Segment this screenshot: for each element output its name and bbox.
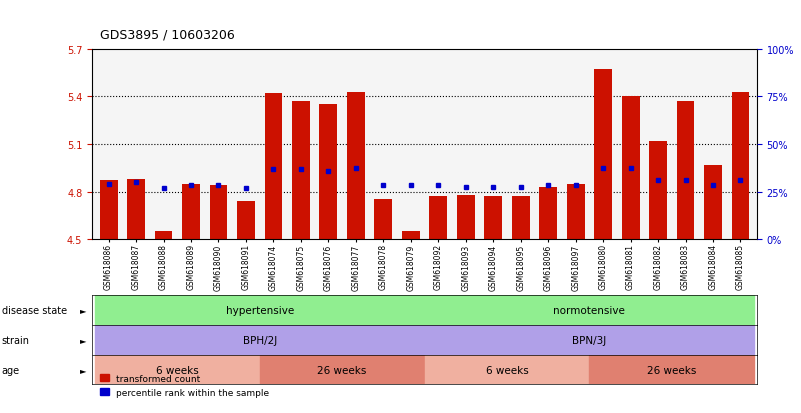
Text: ►: ►: [80, 335, 87, 344]
Bar: [566, 184, 585, 240]
Bar: [539, 188, 557, 240]
Text: 26 weeks: 26 weeks: [647, 365, 696, 375]
Bar: [182, 184, 200, 240]
Text: strain: strain: [2, 335, 30, 345]
Bar: [457, 195, 475, 240]
Bar: [320, 105, 337, 240]
Bar: [425, 355, 590, 385]
Text: GDS3895 / 10603206: GDS3895 / 10603206: [100, 28, 235, 41]
Bar: [402, 232, 420, 240]
Text: ►: ►: [80, 306, 87, 315]
Bar: [704, 165, 722, 240]
Text: BPN/3J: BPN/3J: [572, 335, 606, 345]
Bar: [292, 102, 310, 240]
Bar: [99, 181, 118, 240]
Bar: [95, 355, 260, 385]
Bar: [429, 197, 447, 240]
Bar: [590, 355, 755, 385]
Text: 26 weeks: 26 weeks: [317, 365, 367, 375]
Bar: [127, 179, 145, 240]
Text: hypertensive: hypertensive: [226, 305, 294, 315]
Bar: [485, 197, 502, 240]
Bar: [649, 141, 667, 240]
Bar: [512, 197, 529, 240]
Text: disease state: disease state: [2, 305, 66, 315]
Bar: [210, 186, 227, 240]
Bar: [594, 70, 612, 240]
Bar: [264, 94, 283, 240]
Text: 6 weeks: 6 weeks: [485, 365, 529, 375]
Text: normotensive: normotensive: [553, 305, 626, 315]
Bar: [260, 355, 425, 385]
Bar: [155, 232, 172, 240]
Bar: [374, 200, 392, 240]
Bar: [425, 295, 755, 325]
Bar: [677, 102, 694, 240]
Bar: [237, 202, 255, 240]
Text: age: age: [2, 365, 20, 375]
Text: 6 weeks: 6 weeks: [156, 365, 199, 375]
Bar: [347, 93, 364, 240]
Text: BPH/2J: BPH/2J: [243, 335, 277, 345]
Bar: [95, 325, 425, 355]
Bar: [95, 295, 425, 325]
Text: ►: ►: [80, 365, 87, 374]
Bar: [425, 325, 755, 355]
Legend: transformed count, percentile rank within the sample: transformed count, percentile rank withi…: [97, 370, 273, 400]
Bar: [731, 93, 750, 240]
Bar: [622, 97, 639, 240]
